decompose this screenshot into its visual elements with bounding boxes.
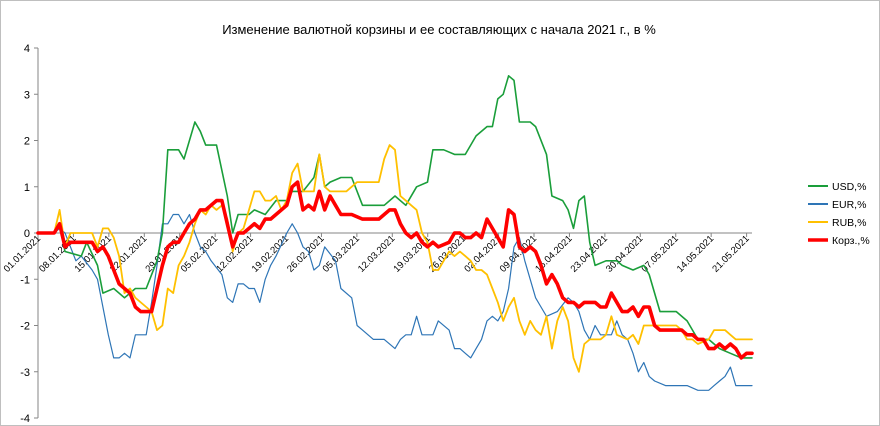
y-tick-label: -3 xyxy=(20,367,30,379)
y-tick-label: 4 xyxy=(24,43,30,55)
x-tick-label: 26.02.2021 xyxy=(285,233,326,274)
series-line-2 xyxy=(37,144,753,373)
x-tick-label: 01.01.2021 xyxy=(2,233,43,274)
x-tick-label: 30.04.2021 xyxy=(604,233,645,274)
x-tick-label: 16.04.2021 xyxy=(533,233,574,274)
y-tick-labels: 4 3 2 1 0 -1 -2 -3 -4 xyxy=(20,43,30,425)
y-tick-label: 2 xyxy=(24,136,30,148)
y-tick-label: -2 xyxy=(20,321,30,333)
legend: USD,% EUR,% RUB,% Корз.,% xyxy=(808,181,870,247)
x-tick-label: 21.05.2021 xyxy=(710,233,751,274)
y-tick-label: 1 xyxy=(24,182,30,194)
legend-label-2: RUB,% xyxy=(832,217,866,229)
x-tick-label: 19.02.2021 xyxy=(250,233,291,274)
series-line-0 xyxy=(37,75,753,359)
x-tick-label: 12.03.2021 xyxy=(356,233,397,274)
y-tick-label: -1 xyxy=(20,274,30,286)
y-tick-label: 3 xyxy=(24,89,30,101)
legend-label-1: EUR,% xyxy=(832,199,866,211)
legend-label-0: USD,% xyxy=(832,181,866,193)
series-line-3 xyxy=(36,180,754,360)
y-tick-label: 0 xyxy=(24,228,30,240)
x-tick-label: 14.05.2021 xyxy=(675,233,716,274)
series-lines xyxy=(36,75,754,391)
x-tick-label: 05.03.2021 xyxy=(321,233,362,274)
legend-label-3: Корз.,% xyxy=(832,235,870,247)
chart-title: Изменение валютной корзины и ее составля… xyxy=(222,22,656,37)
y-tick-label: -4 xyxy=(20,413,30,425)
